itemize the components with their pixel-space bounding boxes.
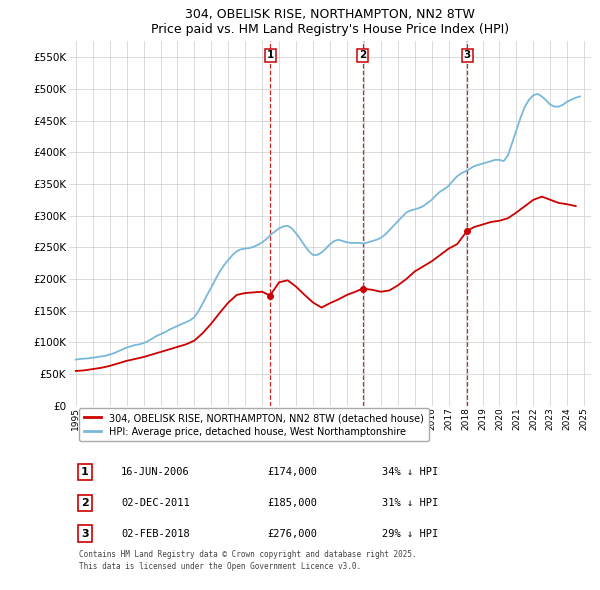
Title: 304, OBELISK RISE, NORTHAMPTON, NN2 8TW
Price paid vs. HM Land Registry's House : 304, OBELISK RISE, NORTHAMPTON, NN2 8TW … [151, 8, 509, 36]
Text: 16-JUN-2006: 16-JUN-2006 [121, 467, 190, 477]
Text: 29% ↓ HPI: 29% ↓ HPI [382, 529, 439, 539]
Text: 34% ↓ HPI: 34% ↓ HPI [382, 467, 439, 477]
Text: 2: 2 [81, 498, 89, 508]
Text: 1: 1 [81, 467, 89, 477]
Text: 02-FEB-2018: 02-FEB-2018 [121, 529, 190, 539]
Text: Contains HM Land Registry data © Crown copyright and database right 2025.
This d: Contains HM Land Registry data © Crown c… [79, 550, 417, 571]
Text: 2: 2 [359, 50, 366, 60]
Text: £185,000: £185,000 [268, 498, 317, 508]
Legend: 304, OBELISK RISE, NORTHAMPTON, NN2 8TW (detached house), HPI: Average price, de: 304, OBELISK RISE, NORTHAMPTON, NN2 8TW … [79, 408, 429, 441]
Text: 3: 3 [81, 529, 88, 539]
Text: 31% ↓ HPI: 31% ↓ HPI [382, 498, 439, 508]
Text: 02-DEC-2011: 02-DEC-2011 [121, 498, 190, 508]
Text: £174,000: £174,000 [268, 467, 317, 477]
Text: 3: 3 [463, 50, 471, 60]
Text: £276,000: £276,000 [268, 529, 317, 539]
Text: 1: 1 [266, 50, 274, 60]
